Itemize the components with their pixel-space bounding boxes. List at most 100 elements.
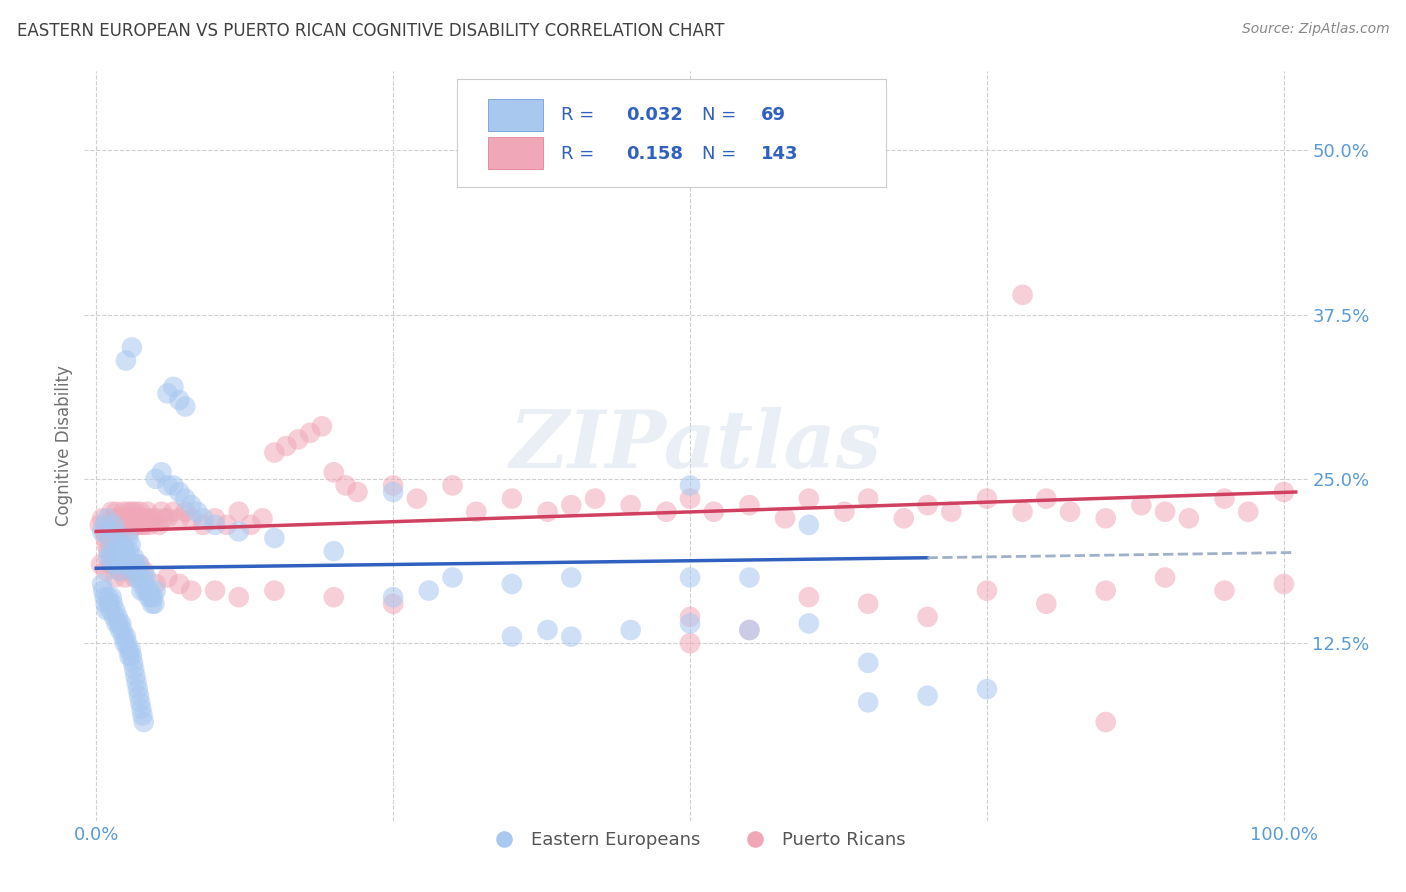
Point: [738, 623, 761, 637]
Text: 0.032: 0.032: [626, 106, 683, 124]
Point: [89, 517, 111, 532]
Point: [108, 517, 131, 532]
Point: [893, 511, 915, 525]
Point: [620, 623, 643, 637]
Point: [97, 550, 120, 565]
Point: [501, 630, 523, 644]
Point: [1154, 570, 1177, 584]
Point: [114, 570, 136, 584]
Point: [105, 616, 128, 631]
Point: [114, 517, 136, 532]
Point: [191, 517, 214, 532]
Point: [94, 531, 117, 545]
Point: [501, 491, 523, 506]
Point: [129, 505, 152, 519]
Point: [335, 478, 357, 492]
Point: [101, 558, 124, 572]
Point: [138, 583, 160, 598]
Point: [1011, 288, 1033, 302]
Point: [1154, 505, 1177, 519]
Point: [1094, 583, 1116, 598]
Point: [138, 517, 160, 532]
Point: [107, 511, 129, 525]
Point: [382, 478, 405, 492]
Point: [135, 570, 157, 584]
Point: [115, 517, 138, 532]
Point: [679, 570, 702, 584]
Point: [101, 517, 124, 532]
Y-axis label: Cognitive Disability: Cognitive Disability: [55, 366, 73, 526]
Point: [98, 517, 121, 532]
Point: [204, 517, 226, 532]
Point: [169, 392, 191, 407]
Point: [263, 531, 285, 545]
Point: [679, 636, 702, 650]
Point: [91, 511, 114, 525]
Point: [100, 550, 122, 565]
Point: [103, 517, 125, 532]
Point: [797, 491, 820, 506]
Point: [115, 630, 138, 644]
Point: [738, 623, 761, 637]
Point: [180, 583, 202, 598]
Text: 0.158: 0.158: [626, 145, 683, 163]
Point: [104, 524, 127, 539]
Point: [1094, 714, 1116, 729]
Text: N =: N =: [702, 145, 742, 163]
Point: [239, 517, 262, 532]
Point: [252, 511, 274, 525]
Point: [169, 511, 191, 525]
Point: [215, 517, 238, 532]
Point: [156, 386, 179, 401]
Point: [115, 353, 138, 368]
Point: [98, 531, 121, 545]
Point: [117, 642, 139, 657]
Point: [104, 517, 127, 532]
Point: [118, 544, 141, 558]
Point: [100, 603, 122, 617]
Point: [128, 558, 150, 572]
Point: [976, 583, 998, 598]
Point: [136, 505, 159, 519]
Point: [156, 511, 179, 525]
Point: [122, 564, 145, 578]
Point: [121, 505, 143, 519]
Point: [103, 511, 125, 525]
Point: [703, 505, 725, 519]
Point: [141, 597, 163, 611]
Point: [112, 538, 135, 552]
Legend: Eastern Europeans, Puerto Ricans: Eastern Europeans, Puerto Ricans: [479, 824, 912, 856]
Point: [655, 505, 678, 519]
Point: [110, 531, 132, 545]
Point: [142, 590, 165, 604]
Point: [97, 590, 120, 604]
Point: [117, 505, 139, 519]
Point: [93, 583, 115, 598]
Point: [120, 538, 142, 552]
Point: [132, 564, 155, 578]
Point: [100, 531, 122, 545]
Point: [145, 577, 167, 591]
Point: [856, 695, 879, 709]
Text: R =: R =: [561, 106, 600, 124]
Point: [115, 511, 138, 525]
Point: [228, 524, 250, 539]
Point: [917, 689, 939, 703]
Point: [101, 597, 124, 611]
Point: [127, 511, 149, 525]
Point: [311, 419, 333, 434]
Point: [124, 505, 146, 519]
Point: [679, 616, 702, 631]
Point: [679, 478, 702, 492]
Point: [406, 491, 429, 506]
Point: [122, 517, 145, 532]
Bar: [488, 99, 543, 131]
Point: [90, 558, 112, 572]
Text: N =: N =: [702, 106, 742, 124]
Point: [118, 564, 141, 578]
Point: [174, 505, 197, 519]
Point: [917, 610, 939, 624]
Point: [134, 583, 156, 598]
Point: [976, 682, 998, 697]
Point: [204, 583, 226, 598]
